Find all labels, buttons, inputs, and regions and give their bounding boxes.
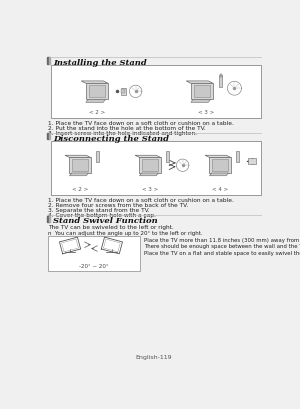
Text: 1. Place the TV face down on a soft cloth or cushion on a table.: 1. Place the TV face down on a soft clot… [48, 121, 234, 126]
Bar [167, 151, 170, 163]
Bar [47, 216, 49, 222]
Text: Disconnecting the Stand: Disconnecting the Stand [53, 134, 169, 142]
Polygon shape [186, 82, 213, 84]
Text: < 2 >: < 2 > [72, 187, 88, 191]
Polygon shape [65, 156, 91, 158]
Polygon shape [86, 84, 108, 100]
Bar [49, 216, 50, 222]
Polygon shape [81, 82, 108, 84]
Polygon shape [212, 160, 228, 172]
Bar [47, 134, 49, 140]
Polygon shape [191, 84, 213, 100]
Polygon shape [86, 100, 106, 103]
Polygon shape [209, 173, 229, 176]
Text: < 2 >: < 2 > [89, 109, 105, 115]
Polygon shape [209, 158, 231, 173]
Bar [49, 134, 50, 140]
Bar [51, 142, 261, 196]
Text: Place the TV more than 11.8 inches (300 mm) away from the wall.: Place the TV more than 11.8 inches (300 … [144, 238, 300, 243]
Text: English-119: English-119 [135, 355, 172, 360]
Bar [248, 159, 256, 165]
Bar [220, 75, 222, 77]
Polygon shape [194, 86, 210, 98]
Polygon shape [72, 160, 88, 172]
Bar [236, 151, 239, 163]
Text: < 4 >: < 4 > [212, 187, 228, 191]
Polygon shape [140, 173, 158, 176]
Text: Place the TV on a flat and stable space to easily swivel the TV.: Place the TV on a flat and stable space … [144, 250, 300, 255]
Bar [219, 76, 222, 88]
Bar [96, 151, 100, 163]
Polygon shape [140, 158, 161, 173]
Polygon shape [205, 156, 231, 158]
Bar [48, 236, 140, 272]
Polygon shape [135, 156, 161, 158]
Text: 3. Separate the stand from the TV.: 3. Separate the stand from the TV. [48, 208, 150, 213]
Text: 2. Remove four screws from the back of the TV.: 2. Remove four screws from the back of t… [48, 203, 189, 208]
Text: n  You can adjust the angle up to 20° to the left or right.: n You can adjust the angle up to 20° to … [48, 230, 203, 235]
Bar [47, 58, 49, 65]
Text: 1. Place the TV face down on a soft cloth or cushion on a table.: 1. Place the TV face down on a soft clot… [48, 198, 234, 203]
Polygon shape [142, 160, 158, 172]
Bar [121, 90, 125, 94]
Bar [121, 88, 126, 96]
Polygon shape [191, 100, 211, 103]
Bar [51, 66, 261, 118]
Text: 3. Insert screw into the hole indicated and tighten.: 3. Insert screw into the hole indicated … [48, 130, 197, 135]
Text: 2. Put the stand into the hole at the bottom of the TV.: 2. Put the stand into the hole at the bo… [48, 126, 206, 130]
Text: Stand Swivel Function: Stand Swivel Function [53, 216, 158, 225]
Polygon shape [70, 173, 88, 176]
Text: < 3 >: < 3 > [142, 187, 158, 191]
Polygon shape [88, 86, 105, 98]
Polygon shape [70, 158, 91, 173]
Text: Installing the Stand: Installing the Stand [53, 58, 147, 67]
Text: < 3 >: < 3 > [198, 109, 214, 115]
Text: There should be enough space between the wall and the TV.: There should be enough space between the… [144, 244, 300, 249]
Text: 4. Cover the bottom hole with a cap.: 4. Cover the bottom hole with a cap. [48, 213, 156, 218]
Text: The TV can be swiveled to the left or right.: The TV can be swiveled to the left or ri… [48, 225, 174, 229]
Text: -20° ~ 20°: -20° ~ 20° [79, 263, 109, 268]
Bar [49, 58, 50, 65]
